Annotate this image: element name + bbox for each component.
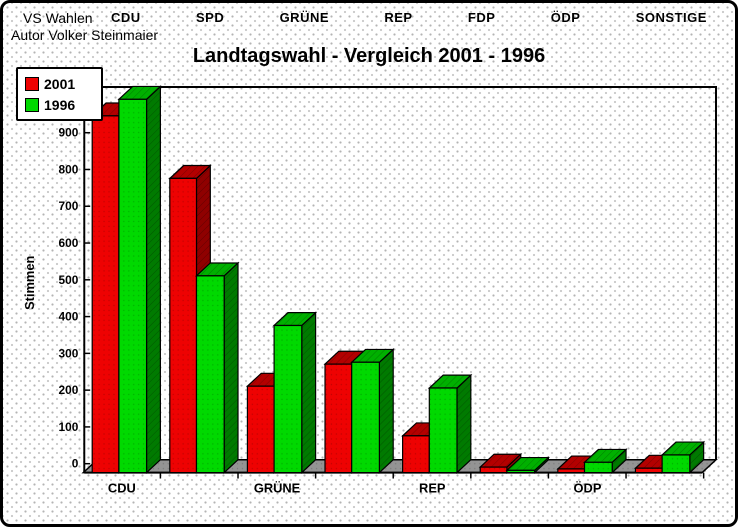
app-title: VS Wahlen — [23, 10, 93, 26]
x-axis-label-GRÜNE: GRÜNE — [254, 480, 301, 495]
chart-title: Landtagswahl - Vergleich 2001 - 1996 — [192, 45, 546, 67]
author-line: Autor Volker Steinmaier — [11, 27, 159, 43]
chart-canvas: 0 100 200 300 400 500 600 700 800 900 Stimmen CDU GR… — [22, 85, 718, 495]
party-header-4: REP — [384, 10, 413, 25]
y-axis-title: Stimmen — [22, 256, 37, 310]
bar-1996-group8 — [660, 440, 706, 474]
legend-entry-1996: 1996 — [25, 94, 101, 115]
y-tick-label: 700 — [59, 199, 79, 213]
bar-1996-group6 — [505, 456, 550, 474]
x-axis: CDU GRÜNE REP ÖDP — [108, 472, 705, 495]
x-axis-label-CDU: CDU — [108, 480, 136, 495]
bar-1996-group3-GRÜNE — [272, 311, 318, 474]
party-header-1: CDU — [111, 10, 141, 25]
y-tick-label: 200 — [59, 383, 79, 397]
party-header-6: ÖDP — [550, 10, 581, 25]
y-tick-label: 900 — [59, 126, 79, 140]
y-tick-label: 800 — [59, 162, 79, 176]
chart-legend: 2001 1996 — [16, 67, 103, 121]
legend-swatch-2001 — [25, 76, 39, 91]
bar-1996-group5-REP — [427, 373, 473, 474]
y-tick-label: 500 — [59, 273, 79, 287]
y-tick-label: 300 — [59, 346, 79, 360]
y-tick-label: 600 — [59, 236, 79, 250]
bar-1996-group7-ÖDP — [583, 448, 628, 474]
y-tick-label: 400 — [59, 310, 79, 324]
bar-1996-group2 — [194, 261, 240, 474]
bar-1996-group4 — [350, 348, 395, 474]
y-tick-label: 0 — [72, 457, 79, 471]
x-axis-label-ÖDP: ÖDP — [574, 480, 602, 495]
party-header-2: SPD — [196, 10, 225, 25]
party-header-5: FDP — [467, 10, 496, 25]
party-column-headers: CDU SPD GRÜNE REP FDP ÖDP SONSTIGE — [111, 10, 707, 25]
y-tick-label: 100 — [59, 420, 79, 434]
legend-label: 2001 — [44, 75, 76, 92]
legend-swatch-1996 — [25, 97, 39, 112]
legend-entry-2001: 2001 — [25, 73, 101, 94]
legend-label: 1996 — [44, 96, 76, 113]
y-axis: 0 100 200 300 400 500 600 700 800 900 Stimmen — [22, 126, 91, 471]
x-axis-label-REP: REP — [419, 480, 446, 495]
bar-1996-group1-CDU — [117, 85, 162, 474]
party-header-3: GRÜNE — [279, 10, 330, 25]
bars — [90, 85, 706, 474]
party-header-7: SONSTIGE — [635, 10, 707, 25]
